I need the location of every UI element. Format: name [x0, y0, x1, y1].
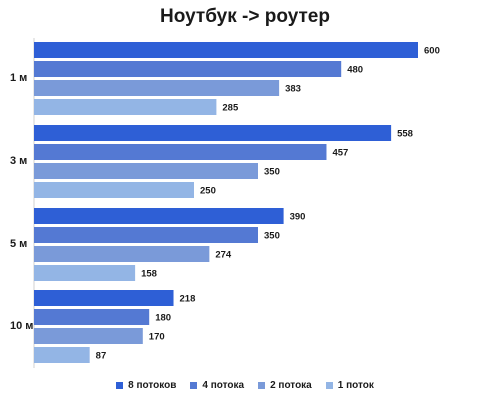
bar	[34, 227, 258, 243]
bar	[34, 182, 194, 198]
category-label: 5 м	[10, 238, 27, 250]
data-label: 180	[155, 313, 171, 324]
bar	[34, 61, 342, 77]
data-label: 170	[149, 332, 165, 343]
data-label: 218	[180, 294, 196, 305]
data-label: 250	[200, 186, 216, 197]
legend-label: 1 поток	[337, 380, 374, 391]
data-label: 480	[347, 65, 363, 76]
bar	[34, 42, 418, 58]
bar	[34, 328, 143, 344]
legend: 8 потоков 4 потока 2 потока 1 поток	[0, 380, 490, 391]
data-label: 350	[264, 231, 280, 242]
data-label: 350	[264, 167, 280, 178]
category-label: 1 м	[10, 72, 27, 84]
legend-label: 2 потока	[270, 380, 312, 391]
legend-swatch	[258, 382, 266, 389]
data-label: 600	[424, 46, 440, 57]
bar	[34, 290, 174, 306]
category-label: 10 м	[10, 320, 33, 332]
bar	[34, 246, 210, 262]
data-label: 274	[215, 250, 232, 261]
data-label: 158	[141, 269, 157, 280]
legend-swatch	[325, 382, 333, 389]
bar	[34, 309, 150, 325]
bar	[34, 125, 392, 141]
bar	[34, 208, 284, 224]
bar	[34, 265, 136, 281]
legend-swatch	[116, 382, 124, 389]
legend-item: 4 потока	[190, 380, 244, 391]
data-label: 558	[397, 129, 413, 140]
legend-item: 1 поток	[325, 380, 374, 391]
data-label: 383	[285, 84, 301, 95]
chart-title: Ноутбук -> роутер	[160, 6, 330, 27]
data-label: 87	[96, 351, 107, 362]
bar	[34, 80, 280, 96]
bar	[34, 347, 90, 363]
legend-label: 8 потоков	[128, 380, 177, 391]
data-label: 457	[332, 148, 348, 159]
legend-item: 2 потока	[258, 380, 312, 391]
data-label: 285	[222, 103, 239, 114]
legend-swatch	[190, 382, 198, 389]
legend-label: 4 потока	[202, 380, 245, 391]
legend-item: 8 потоков	[116, 380, 176, 391]
bar	[34, 144, 327, 160]
data-label: 390	[290, 212, 306, 223]
category-label: 3 м	[10, 155, 27, 167]
bar	[34, 163, 258, 179]
bar	[34, 99, 217, 115]
